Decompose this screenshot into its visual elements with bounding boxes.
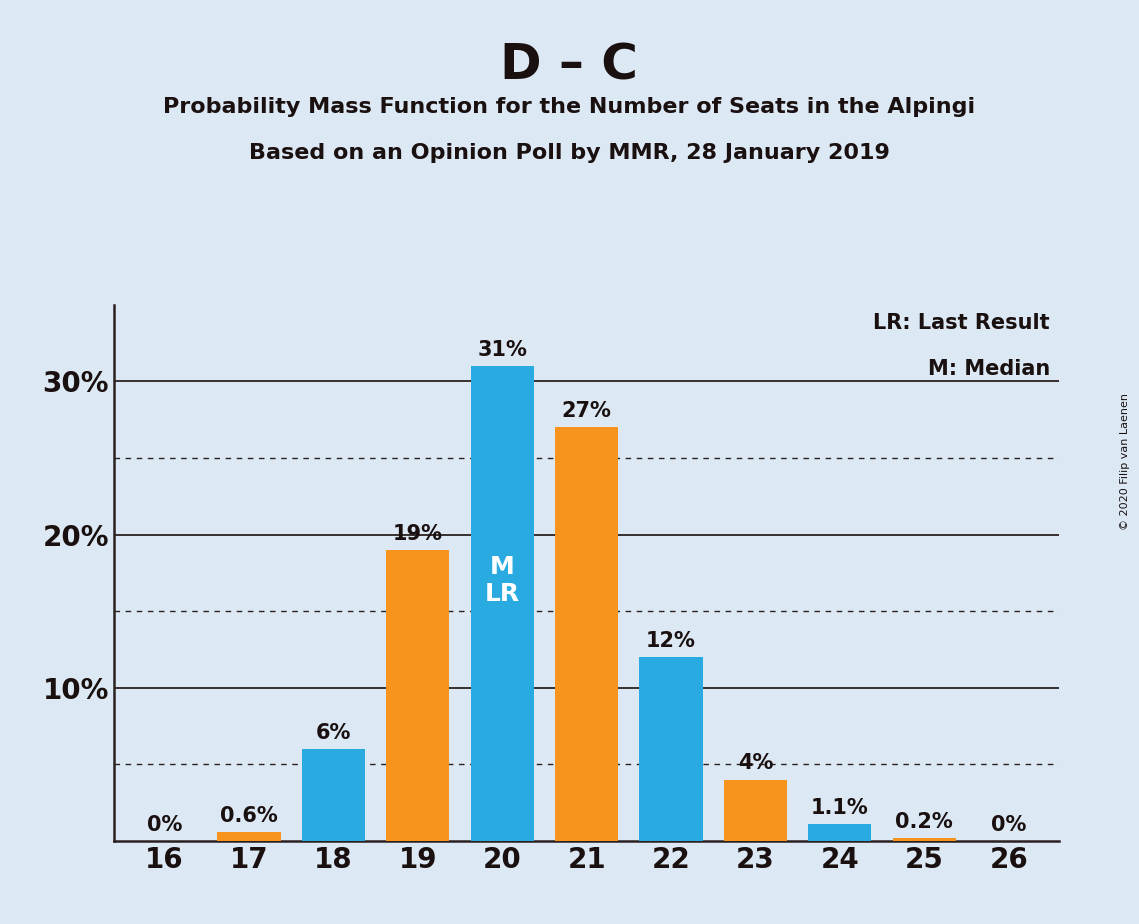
Bar — [218, 832, 280, 841]
Bar — [555, 428, 618, 841]
Text: 0.6%: 0.6% — [220, 806, 278, 825]
Text: 0%: 0% — [991, 815, 1026, 834]
Text: M
LR: M LR — [484, 554, 519, 606]
Bar — [809, 824, 871, 841]
Text: 27%: 27% — [562, 401, 612, 421]
Bar — [470, 366, 534, 841]
Text: LR: Last Result: LR: Last Result — [874, 313, 1050, 333]
Text: 31%: 31% — [477, 340, 527, 360]
Text: © 2020 Filip van Laenen: © 2020 Filip van Laenen — [1120, 394, 1130, 530]
Text: 0%: 0% — [147, 815, 182, 834]
Text: 1.1%: 1.1% — [811, 797, 869, 818]
Text: 6%: 6% — [316, 723, 351, 743]
Text: D – C: D – C — [500, 42, 639, 90]
Bar — [893, 838, 956, 841]
Text: Based on an Opinion Poll by MMR, 28 January 2019: Based on an Opinion Poll by MMR, 28 Janu… — [249, 143, 890, 164]
Text: Probability Mass Function for the Number of Seats in the Alpingi: Probability Mass Function for the Number… — [163, 97, 976, 117]
Bar — [386, 550, 450, 841]
Bar — [302, 749, 364, 841]
Text: 12%: 12% — [646, 631, 696, 651]
Bar — [639, 657, 703, 841]
Text: 4%: 4% — [738, 753, 773, 773]
Text: 0.2%: 0.2% — [895, 811, 953, 832]
Text: 19%: 19% — [393, 524, 443, 544]
Text: M: Median: M: Median — [927, 359, 1050, 379]
Bar — [723, 780, 787, 841]
